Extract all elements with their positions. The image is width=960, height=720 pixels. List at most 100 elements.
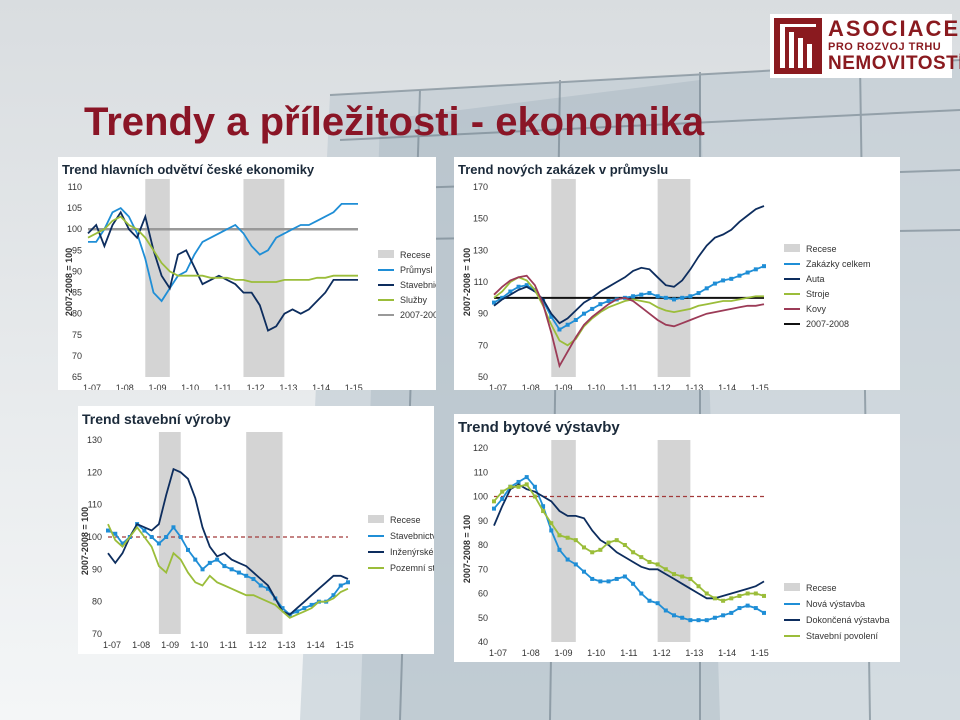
y-tick-label: 110 (474, 277, 488, 287)
logo-emblem-icon (774, 18, 822, 74)
x-tick-label: 1-10 (181, 383, 199, 390)
series-point (737, 593, 742, 598)
series-point (631, 294, 636, 299)
y-tick-label: 70 (72, 351, 82, 361)
series-point (688, 294, 693, 299)
y-tick-label: 100 (87, 532, 102, 542)
series-point (142, 528, 147, 533)
x-tick-label: 1-11 (620, 383, 637, 390)
series-line-1 (493, 205, 765, 325)
legend-label: Dokončená výstavba (806, 615, 890, 625)
series-point (200, 567, 205, 572)
legend-label: Recese (390, 515, 421, 525)
y-tick-label: 100 (67, 224, 82, 234)
x-tick-label: 1-15 (751, 383, 769, 390)
series-point (541, 509, 546, 514)
series-line-3 (493, 274, 765, 369)
series-point (696, 618, 701, 623)
series-point (573, 562, 578, 567)
series-point (639, 591, 644, 596)
x-tick-label: 1-11 (214, 383, 231, 390)
series-point (524, 482, 529, 487)
series-point (639, 292, 644, 297)
series-point (258, 583, 263, 588)
series-point (663, 567, 668, 572)
legend-label: Inženýrské stav. (390, 547, 434, 557)
legend-label: Pozemní stav. (390, 563, 434, 573)
y-axis-label: 2007-2008 = 100 (462, 515, 472, 583)
y-axis-label: 2007-2008 = 100 (80, 507, 90, 575)
series-point (236, 570, 241, 575)
series-point (541, 504, 546, 509)
series-point (622, 574, 627, 579)
series-point (704, 286, 709, 291)
y-tick-label: 170 (473, 182, 488, 192)
chart-panel-economy: Trend hlavních odvětví české ekonomiky 20… (58, 157, 436, 390)
x-tick-label: 1-11 (220, 640, 237, 650)
x-tick-label: 1-11 (620, 648, 637, 658)
series-point (549, 314, 554, 319)
series-point (729, 276, 734, 281)
legend-swatch (784, 244, 800, 252)
series-point (565, 557, 570, 562)
y-tick-label: 90 (478, 309, 488, 319)
series-point (295, 609, 300, 614)
x-tick-label: 1-12 (653, 648, 671, 658)
legend-label: Recese (806, 244, 837, 254)
series-point (712, 281, 717, 286)
series-point (655, 294, 660, 299)
series-point (737, 606, 742, 611)
series-point (164, 535, 169, 539)
y-tick-label: 80 (72, 309, 82, 319)
series-point (492, 506, 496, 511)
legend-label: Stavebnictví (390, 531, 434, 541)
legend-label: Recese (806, 583, 837, 593)
company-logo: ASOCIACE PRO ROZVOJ TRHU NEMOVITOSTÍ (770, 14, 960, 78)
chart-panel-housing: Trend bytové výstavby 2007-2008 = 100 40 50… (454, 414, 900, 662)
series-point (606, 540, 611, 545)
series-point (729, 596, 734, 601)
series-point (745, 591, 750, 596)
series-point (215, 557, 220, 562)
series-point (598, 302, 603, 307)
series-point (207, 560, 212, 565)
series-point (582, 545, 586, 550)
y-tick-label: 50 (478, 613, 488, 623)
legend-label: Kovy (806, 304, 827, 314)
x-tick-label: 1-13 (279, 383, 297, 390)
series-point (663, 295, 668, 300)
x-tick-label: 1-10 (587, 383, 605, 390)
y-tick-label: 40 (478, 637, 488, 647)
series-point (113, 531, 118, 536)
y-tick-label: 100 (473, 492, 488, 502)
x-tick-label: 1-08 (522, 648, 540, 658)
series-point (171, 525, 176, 530)
series-point (492, 300, 496, 305)
chart-title: Trend stavební výroby (82, 411, 231, 427)
series-point (149, 535, 154, 539)
series-point (672, 613, 676, 618)
series-point (549, 528, 554, 533)
series-point (696, 584, 701, 589)
chart-housing: Trend bytové výstavby 2007-2008 = 100 40 50… (458, 419, 890, 658)
series-point (338, 583, 343, 588)
series-point (655, 601, 660, 606)
series-point (156, 541, 161, 546)
series-point (557, 547, 562, 552)
series-point (492, 499, 496, 504)
x-tick-label: 1-13 (685, 648, 703, 658)
series-line-2 (107, 523, 349, 619)
series-point (606, 299, 611, 303)
series-point (500, 295, 505, 300)
series-point (590, 306, 595, 311)
series-point (737, 273, 742, 278)
x-tick-label: 1-13 (278, 640, 296, 650)
series-line-0 (493, 475, 765, 622)
series-point (582, 569, 586, 574)
logo-line-1: ASOCIACE (828, 16, 960, 41)
series-point (712, 615, 717, 620)
series-point (302, 606, 307, 611)
x-tick-label: 1-14 (718, 383, 736, 390)
series-point (565, 535, 570, 540)
x-tick-label: 1-08 (132, 640, 150, 650)
